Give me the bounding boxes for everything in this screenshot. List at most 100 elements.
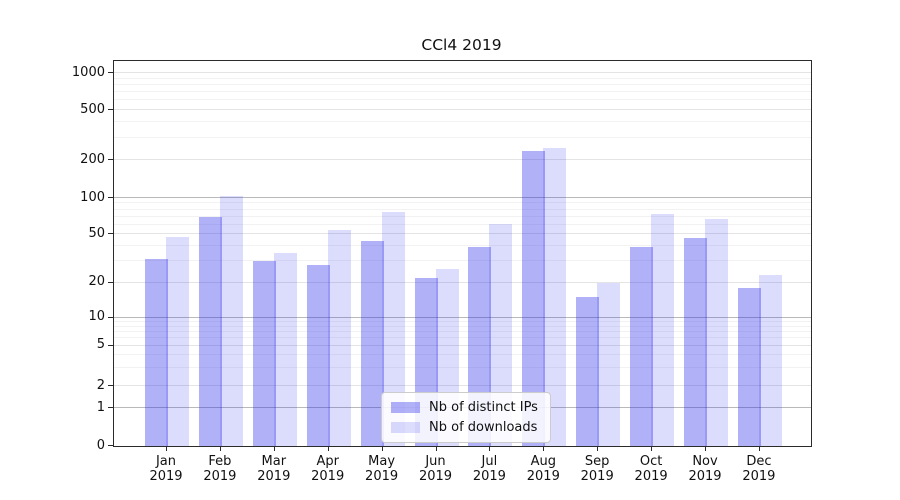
gridline-minor-y-700 (114, 91, 811, 93)
x-tick-mark-dec (758, 446, 760, 451)
y-tick-mark-5 (108, 344, 113, 346)
x-tick-label-aug: Aug 2019 (526, 454, 560, 484)
y-tick-label-500: 500 (80, 101, 105, 117)
x-tick-label-nov: Nov 2019 (688, 454, 722, 484)
y-tick-label-1000: 1000 (71, 64, 105, 80)
gridline-y-50 (114, 233, 811, 234)
y-tick-label-1: 1 (96, 399, 105, 415)
x-tick-label-jun: Jun 2019 (418, 454, 453, 484)
gridline-minor-y-30 (114, 260, 811, 262)
y-tick-mark-50 (108, 233, 113, 234)
gridline-minor-y-40 (114, 244, 811, 246)
bar-nb-of-distinct-ips-jan (145, 259, 168, 446)
bar-nb-of-distinct-ips-feb (198, 216, 222, 446)
gridline-minor-y-300 (114, 136, 811, 138)
gridline-y-200 (114, 159, 811, 160)
gridline-y-500 (114, 109, 811, 110)
gridline-minor-y-6 (114, 337, 811, 339)
x-tick-label-sep: Sep 2019 (580, 454, 614, 484)
gridline-minor-y-80 (114, 208, 811, 210)
legend-label-downloads: Nb of downloads (429, 420, 538, 435)
gridline-y-100 (114, 197, 811, 198)
gridline-minor-y-9 (114, 320, 811, 322)
y-tick-label-0: 0 (96, 437, 105, 453)
gridline-minor-y-60 (114, 223, 811, 225)
y-tick-label-5: 5 (96, 337, 105, 352)
gridline-minor-y-7 (114, 330, 811, 332)
bar-nb-of-distinct-ips-nov (684, 238, 707, 446)
y-tick-mark-20 (108, 281, 113, 283)
gridline-minor-y-400 (114, 121, 811, 123)
gridline-y-10 (114, 316, 811, 318)
x-tick-mark-nov (705, 446, 706, 451)
x-tick-mark-jan (166, 446, 167, 451)
y-tick-mark-10 (108, 316, 113, 318)
y-tick-label-100: 100 (80, 189, 105, 205)
bar-nb-of-distinct-ips-aug (522, 151, 546, 446)
legend-entry-downloads: Nb of downloads (391, 420, 538, 435)
gridline-minor-y-800 (114, 83, 811, 85)
x-tick-label-mar: Mar 2019 (257, 454, 291, 484)
legend-label-distinct-ips: Nb of distinct IPs (429, 400, 538, 415)
x-tick-mark-oct (651, 446, 653, 451)
y-tick-mark-1 (108, 407, 113, 408)
y-tick-label-20: 20 (88, 274, 105, 289)
x-tick-label-jan: Jan 2019 (149, 454, 183, 484)
bar-nb-of-distinct-ips-apr (306, 264, 330, 446)
gridline-minor-y-900 (114, 77, 811, 79)
y-tick-label-2: 2 (96, 377, 105, 393)
y-tick-mark-1000 (108, 72, 113, 73)
y-tick-label-200: 200 (80, 151, 105, 167)
gridline-y-5 (114, 344, 811, 346)
gridline-minor-y-4 (114, 354, 811, 356)
bar-nb-of-distinct-ips-dec (737, 287, 761, 446)
bar-nb-of-downloads-oct (651, 213, 675, 446)
y-tick-label-50: 50 (88, 225, 105, 241)
x-tick-mark-may (381, 446, 383, 451)
x-tick-mark-aug (543, 446, 545, 451)
y-tick-label-10: 10 (88, 309, 105, 324)
bar-nb-of-downloads-mar (273, 252, 297, 446)
legend-swatch-downloads-icon (391, 422, 420, 433)
gridline-y-1000 (114, 72, 811, 73)
x-tick-label-jul: Jul 2019 (472, 454, 506, 484)
gridline-minor-y-600 (114, 99, 811, 101)
gridline-minor-y-8 (114, 325, 811, 327)
bar-nb-of-downloads-dec (758, 275, 782, 446)
bar-nb-of-distinct-ips-may (360, 240, 384, 446)
bar-nb-of-downloads-may (381, 211, 405, 446)
y-tick-mark-500 (108, 109, 113, 110)
y-tick-mark-0 (108, 445, 113, 446)
x-tick-mark-jun (435, 446, 437, 451)
x-tick-mark-feb (219, 446, 221, 451)
x-tick-mark-sep (597, 446, 599, 451)
gridline-minor-y-70 (114, 215, 811, 217)
legend-swatch-distinct-ips-icon (391, 402, 420, 413)
x-tick-mark-apr (327, 446, 329, 451)
bar-nb-of-downloads-feb (219, 196, 243, 446)
bar-nb-of-downloads-apr (327, 230, 351, 446)
bar-nb-of-downloads-sep (597, 282, 621, 446)
y-tick-mark-2 (108, 385, 113, 386)
gridline-minor-y-90 (114, 202, 811, 204)
x-tick-label-may: May 2019 (365, 454, 399, 484)
x-tick-label-oct: Oct 2019 (634, 454, 668, 484)
x-tick-mark-jul (489, 446, 491, 451)
bar-nb-of-downloads-nov (705, 218, 728, 446)
bar-nb-of-downloads-jul (489, 223, 513, 446)
x-tick-mark-mar (273, 446, 275, 451)
bar-nb-of-distinct-ips-sep (576, 297, 600, 446)
y-tick-mark-200 (108, 159, 113, 160)
bar-nb-of-distinct-ips-mar (252, 261, 276, 446)
y-tick-mark-100 (108, 197, 113, 198)
gridline-minor-y-3 (114, 367, 811, 369)
bar-nb-of-downloads-aug (543, 148, 567, 446)
x-tick-label-apr: Apr 2019 (311, 454, 345, 484)
plot-area: Nb of distinct IPs Nb of downloads (113, 60, 812, 447)
bar-nb-of-distinct-ips-oct (630, 247, 654, 446)
x-tick-label-feb: Feb 2019 (203, 454, 237, 484)
legend: Nb of distinct IPs Nb of downloads (381, 392, 551, 443)
chart-title: CCl4 2019 (421, 36, 502, 54)
bar-nb-of-downloads-jan (166, 237, 189, 446)
